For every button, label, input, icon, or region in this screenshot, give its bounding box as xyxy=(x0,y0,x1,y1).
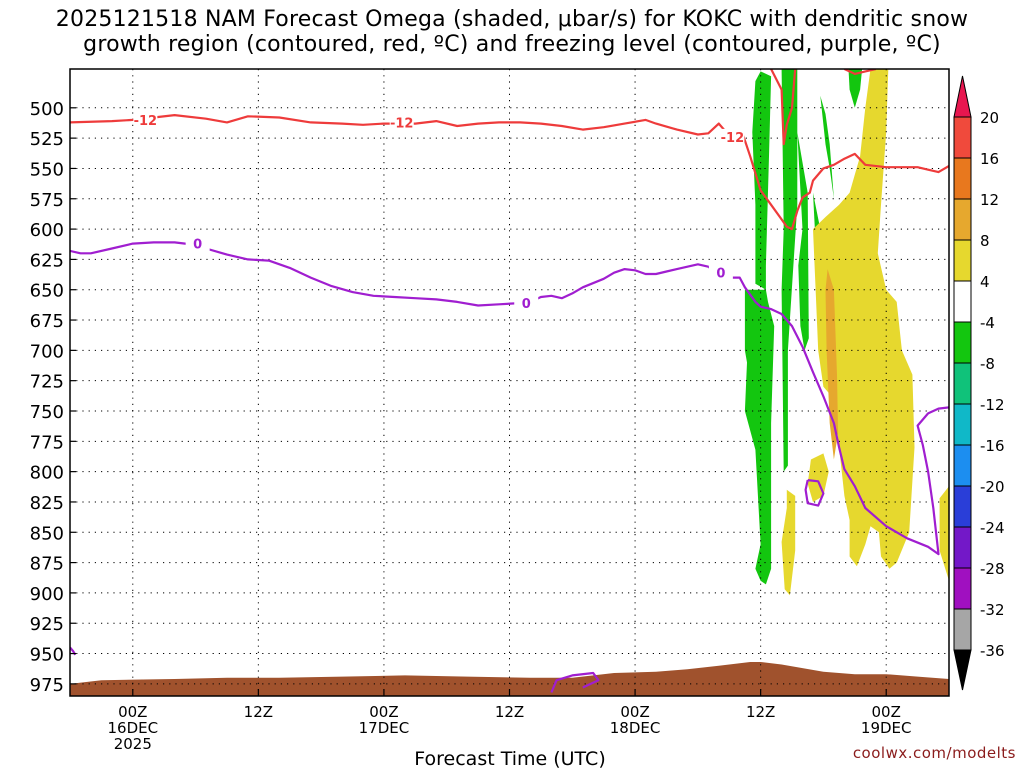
omega-region-1 xyxy=(752,71,772,290)
colorbar-label-4: 4 xyxy=(980,273,990,291)
colorbar-label-0: 20 xyxy=(980,109,999,127)
contour-label-bg-2 xyxy=(720,128,745,144)
x-tick-label-96-1: 19DEC xyxy=(861,719,912,737)
colorbar-segment-7 xyxy=(953,362,972,405)
omega-region-2 xyxy=(781,69,798,472)
y-tick-label-725: 725 xyxy=(30,372,64,393)
chart-title-line-1: 2025121518 NAM Forecast Omega (shaded, μ… xyxy=(55,7,969,32)
terrain-surface xyxy=(70,662,949,696)
x-tick-label-84-0: 12Z xyxy=(746,703,775,721)
colorbar-label-1: 16 xyxy=(980,150,999,168)
contour-label-1: -12 xyxy=(390,116,414,131)
contour-label-bg-4 xyxy=(514,295,539,311)
colorbar-bottom-arrow xyxy=(953,649,972,691)
x-tick-label-24-2: 2025 xyxy=(114,735,152,753)
colorbar-top-arrow xyxy=(953,75,972,118)
chart-title-line-2: growth region (contoured, red, ºC) and f… xyxy=(83,32,941,57)
colorbar-label-6: -8 xyxy=(980,355,995,373)
y-tick-label-775: 775 xyxy=(30,432,64,453)
colorbar-label-13: -36 xyxy=(980,642,1005,660)
credit-text: coolwx.com/modelts xyxy=(852,744,1016,762)
contour-0 xyxy=(70,113,949,231)
contour-label-3: 0 xyxy=(193,238,202,253)
colorbar-segment-5 xyxy=(953,280,972,323)
contour-4 xyxy=(804,479,825,507)
contour-label-5: 0 xyxy=(716,267,725,282)
colorbar-label-2: 12 xyxy=(980,191,999,209)
y-tick-label-650: 650 xyxy=(30,281,64,302)
colorbar-segment-2 xyxy=(953,157,972,200)
contour-label-bg-3 xyxy=(185,235,210,251)
omega-region-8 xyxy=(838,250,861,363)
x-axis-label: Forecast Time (UTC) xyxy=(414,748,606,770)
y-tick-label-700: 700 xyxy=(30,341,64,362)
y-tick-label-550: 550 xyxy=(30,159,64,180)
contour-label-4: 0 xyxy=(522,297,531,312)
x-tick-label-36-0: 12Z xyxy=(244,703,273,721)
colorbar-label-5: -4 xyxy=(980,314,995,332)
y-tick-label-600: 600 xyxy=(30,220,64,241)
x-tick-label-48-0: 00Z xyxy=(369,703,398,721)
y-tick-label-500: 500 xyxy=(30,99,64,120)
omega-region-12 xyxy=(825,269,839,460)
colorbar-segment-13 xyxy=(953,608,972,651)
omega-region-5 xyxy=(820,95,834,199)
contour-6 xyxy=(550,671,600,693)
x-tick-label-24-1: 16DEC xyxy=(107,719,158,737)
colorbar-segment-1 xyxy=(953,116,972,159)
omega-region-7 xyxy=(813,69,915,569)
contour-label-2: -12 xyxy=(721,131,745,146)
omega-region-3 xyxy=(797,132,809,351)
x-tick-label-96-0: 00Z xyxy=(872,703,901,721)
omega-region-11 xyxy=(939,486,949,581)
y-tick-label-925: 925 xyxy=(30,614,64,635)
x-tick-label-60-0: 12Z xyxy=(495,703,524,721)
y-tick-label-625: 625 xyxy=(30,250,64,271)
colorbar-label-12: -32 xyxy=(980,601,1005,619)
colorbar-label-9: -20 xyxy=(980,478,1005,496)
omega-region-0 xyxy=(744,289,775,585)
colorbar-segment-12 xyxy=(953,567,972,610)
colorbar-label-8: -16 xyxy=(980,437,1005,455)
colorbar-segment-8 xyxy=(953,403,972,446)
colorbar-segment-10 xyxy=(953,485,972,528)
colorbar-segment-3 xyxy=(953,198,972,241)
colorbar-segment-6 xyxy=(953,321,972,364)
x-tick-label-24-0: 00Z xyxy=(118,703,147,721)
contour-3 xyxy=(70,241,949,556)
y-tick-label-675: 675 xyxy=(30,311,64,332)
y-tick-label-575: 575 xyxy=(30,190,64,211)
colorbar-label-11: -28 xyxy=(980,560,1005,578)
y-tick-label-750: 750 xyxy=(30,402,64,423)
colorbar-segment-4 xyxy=(953,239,972,282)
colorbar-label-7: -12 xyxy=(980,396,1005,414)
omega-region-10 xyxy=(781,489,796,596)
contour-1 xyxy=(770,69,797,146)
y-tick-label-525: 525 xyxy=(30,129,64,150)
colorbar-label-3: 8 xyxy=(980,232,990,250)
y-tick-label-975: 975 xyxy=(30,675,64,696)
y-tick-label-900: 900 xyxy=(30,584,64,605)
contour-label-bg-1 xyxy=(389,114,414,130)
contour-label-bg-0 xyxy=(133,111,158,127)
x-tick-label-72-0: 00Z xyxy=(620,703,649,721)
y-tick-label-875: 875 xyxy=(30,554,64,575)
omega-region-6 xyxy=(848,69,863,108)
colorbar-segment-9 xyxy=(953,444,972,487)
contour-label-bg-5 xyxy=(708,264,733,280)
y-tick-label-825: 825 xyxy=(30,493,64,514)
x-tick-label-48-1: 17DEC xyxy=(359,719,410,737)
y-tick-label-950: 950 xyxy=(30,645,64,666)
colorbar-segment-11 xyxy=(953,526,972,569)
y-tick-label-850: 850 xyxy=(30,523,64,544)
x-tick-label-72-1: 18DEC xyxy=(610,719,661,737)
colorbar-label-10: -24 xyxy=(980,519,1005,537)
contour-2 xyxy=(843,69,877,76)
contour-label-0: -12 xyxy=(134,114,158,129)
y-tick-label-800: 800 xyxy=(30,463,64,484)
omega-region-9 xyxy=(807,453,829,502)
